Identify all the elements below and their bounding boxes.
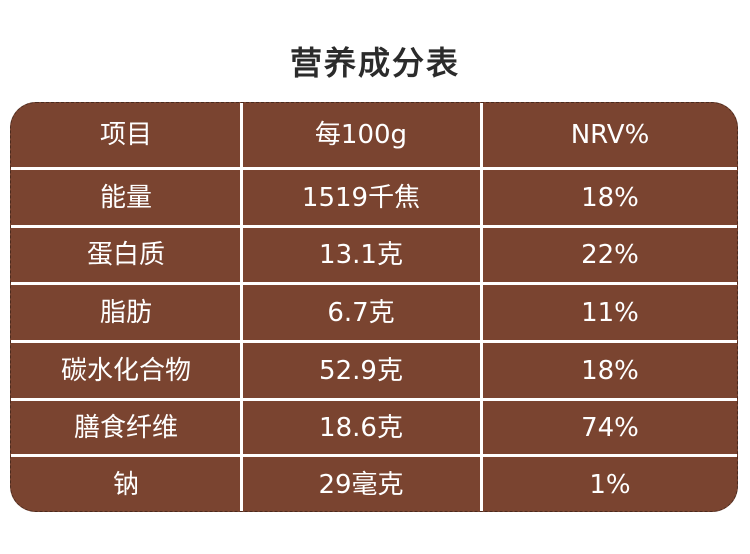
page-title: 营养成分表 bbox=[289, 44, 460, 82]
column-divider bbox=[480, 103, 483, 511]
row-nrv: 18% bbox=[581, 355, 639, 386]
table-header-row: 项目 每100g NRV% bbox=[11, 103, 737, 167]
row-nrv: 1% bbox=[589, 470, 631, 500]
header-per-100g: 每100g bbox=[314, 120, 408, 150]
header-nrv: NRV% bbox=[570, 120, 650, 150]
row-amount: 52.9克 bbox=[319, 355, 403, 386]
row-label: 膳食纤维 bbox=[73, 412, 178, 443]
row-divider bbox=[11, 340, 737, 343]
table-row: 蛋白质 13.1克 22% bbox=[11, 228, 737, 282]
row-amount: 6.7克 bbox=[327, 297, 395, 328]
row-label: 蛋白质 bbox=[86, 240, 165, 270]
row-amount: 13.1克 bbox=[319, 240, 403, 270]
row-amount: 18.6克 bbox=[319, 412, 403, 443]
row-amount: 29毫克 bbox=[318, 470, 404, 500]
header-item: 项目 bbox=[99, 120, 152, 150]
table-row: 能量 1519千焦 18% bbox=[11, 170, 737, 225]
row-divider bbox=[11, 225, 737, 228]
row-divider bbox=[11, 454, 737, 457]
row-divider bbox=[11, 398, 737, 401]
row-nrv: 74% bbox=[581, 412, 639, 443]
row-amount: 1519千焦 bbox=[301, 182, 421, 213]
row-nrv: 11% bbox=[581, 297, 639, 328]
table-row: 膳食纤维 18.6克 74% bbox=[11, 401, 737, 454]
row-label: 碳水化合物 bbox=[60, 355, 191, 386]
row-nrv: 22% bbox=[581, 240, 639, 270]
table-row: 钠 29毫克 1% bbox=[11, 457, 737, 511]
table-row: 脂肪 6.7克 11% bbox=[11, 285, 737, 340]
nutrition-table: 项目 每100g NRV% 能量 1519千焦 18% 蛋白质 13.1克 22… bbox=[10, 102, 738, 512]
row-label: 钠 bbox=[112, 470, 139, 500]
row-nrv: 18% bbox=[581, 182, 639, 213]
column-divider bbox=[240, 103, 243, 511]
row-divider bbox=[11, 167, 737, 170]
row-divider bbox=[11, 282, 737, 285]
row-label: 能量 bbox=[99, 182, 152, 213]
table-row: 碳水化合物 52.9克 18% bbox=[11, 343, 737, 398]
row-label: 脂肪 bbox=[99, 297, 152, 328]
